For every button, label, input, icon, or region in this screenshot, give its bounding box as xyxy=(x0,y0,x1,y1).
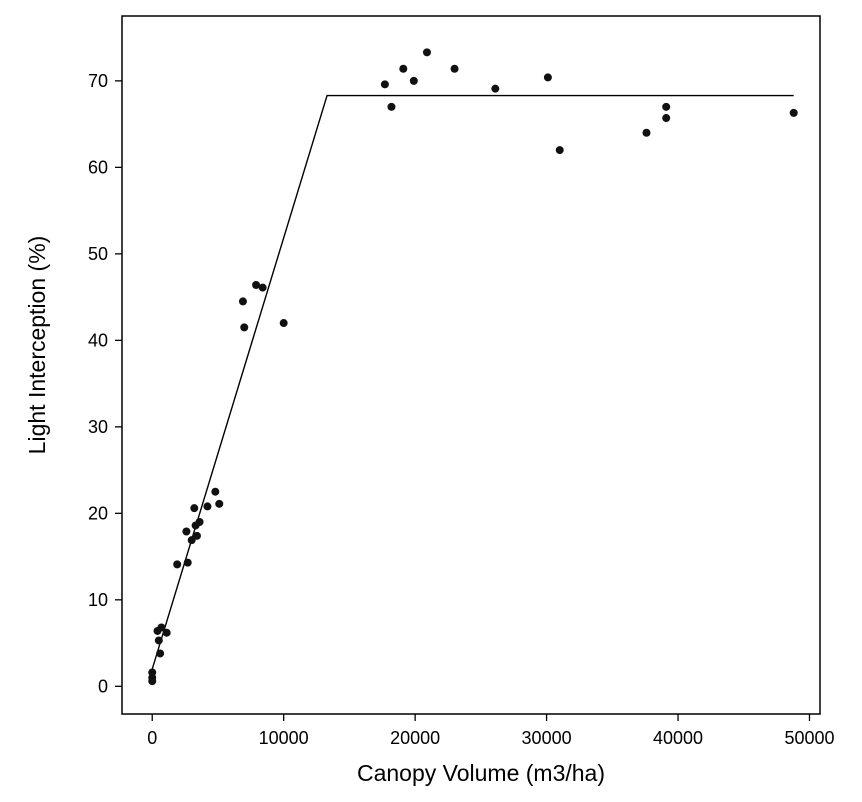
y-tick-label: 50 xyxy=(88,244,108,264)
data-point xyxy=(543,73,552,82)
x-axis-ticks: 0 10000 20000 30000 40000 50000 xyxy=(147,714,835,748)
y-tick-label: 20 xyxy=(88,503,108,523)
y-tick-label: 0 xyxy=(98,676,108,696)
data-point xyxy=(409,76,418,85)
y-axis-ticks: 0 10 20 30 40 50 60 70 xyxy=(88,71,122,696)
x-tick-label: 20000 xyxy=(390,728,440,748)
data-point xyxy=(154,636,163,645)
data-point xyxy=(238,297,247,306)
data-point xyxy=(258,283,267,292)
y-tick-label: 10 xyxy=(88,590,108,610)
data-point xyxy=(148,668,157,677)
x-tick-label: 30000 xyxy=(522,728,572,748)
data-point xyxy=(183,558,192,567)
data-point xyxy=(190,504,199,513)
data-point xyxy=(380,80,389,89)
data-point xyxy=(156,649,165,658)
data-point xyxy=(789,108,798,117)
data-point xyxy=(252,280,261,289)
data-point xyxy=(387,102,396,111)
data-point xyxy=(642,128,651,137)
y-tick-label: 70 xyxy=(88,71,108,91)
data-point xyxy=(187,536,196,545)
series-layer xyxy=(148,48,798,686)
data-point xyxy=(555,146,564,155)
data-point xyxy=(422,48,431,57)
data-point xyxy=(162,628,171,637)
data-point xyxy=(192,531,201,540)
y-tick-label: 40 xyxy=(88,330,108,350)
data-point xyxy=(662,102,671,111)
data-point xyxy=(195,517,204,526)
x-tick-label: 50000 xyxy=(784,728,834,748)
data-point xyxy=(279,319,288,328)
fit-line xyxy=(151,94,794,670)
data-point xyxy=(662,114,671,123)
data-point xyxy=(240,323,249,332)
data-point xyxy=(450,64,459,73)
data-point xyxy=(399,64,408,73)
y-axis-title: Light Interception (%) xyxy=(24,236,50,455)
data-point xyxy=(491,84,500,93)
x-tick-label: 10000 xyxy=(259,728,309,748)
y-tick-label: 60 xyxy=(88,157,108,177)
x-axis-title: Canopy Volume (m3/ha) xyxy=(357,760,605,786)
data-point xyxy=(182,527,191,536)
y-tick-label: 30 xyxy=(88,417,108,437)
plot-frame xyxy=(121,15,821,715)
data-point xyxy=(157,623,166,632)
x-tick-label: 0 xyxy=(147,728,157,748)
data-point xyxy=(203,502,212,511)
x-tick-label: 40000 xyxy=(653,728,703,748)
data-point xyxy=(173,560,182,569)
data-point xyxy=(211,487,220,496)
data-point xyxy=(215,499,224,508)
